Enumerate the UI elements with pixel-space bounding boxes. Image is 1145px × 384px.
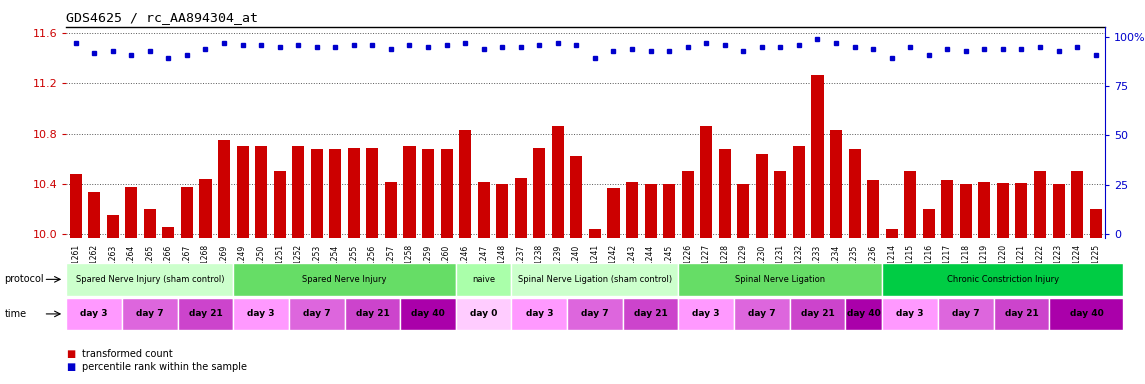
Bar	[812, 74, 823, 384]
Text: day 3: day 3	[693, 310, 720, 318]
Text: day 7: day 7	[136, 310, 164, 318]
Text: percentile rank within the sample: percentile rank within the sample	[82, 362, 247, 372]
Bar	[589, 229, 601, 384]
Bar	[181, 187, 194, 384]
Bar	[348, 147, 360, 384]
Bar	[645, 184, 656, 384]
Text: day 7: day 7	[748, 310, 775, 318]
Bar	[106, 215, 119, 384]
Bar	[1016, 183, 1027, 384]
Text: protocol: protocol	[5, 274, 45, 285]
Bar	[515, 178, 527, 384]
Text: day 7: day 7	[582, 310, 609, 318]
Bar	[163, 227, 174, 384]
Bar	[477, 182, 490, 384]
Bar	[1052, 184, 1065, 384]
Bar	[199, 179, 212, 384]
Bar	[423, 149, 434, 384]
Text: day 40: day 40	[847, 310, 881, 318]
Bar	[70, 174, 81, 384]
Bar	[366, 147, 379, 384]
Bar	[681, 171, 694, 384]
Bar	[792, 146, 805, 384]
Bar	[496, 184, 508, 384]
Bar	[218, 140, 230, 384]
Bar	[552, 126, 563, 384]
Text: day 40: day 40	[1069, 310, 1104, 318]
Text: day 3: day 3	[80, 310, 108, 318]
Text: day 21: day 21	[800, 310, 835, 318]
Bar	[848, 149, 861, 384]
Text: ■: ■	[66, 362, 76, 372]
Text: Spared Nerve Injury (sham control): Spared Nerve Injury (sham control)	[76, 275, 224, 284]
Bar	[978, 182, 990, 384]
Text: naive: naive	[472, 275, 496, 284]
Text: Spinal Nerve Ligation (sham control): Spinal Nerve Ligation (sham control)	[518, 275, 672, 284]
Bar	[534, 147, 545, 384]
Text: day 3: day 3	[526, 310, 553, 318]
Text: Spinal Nerve Ligation: Spinal Nerve Ligation	[735, 275, 826, 284]
Text: day 7: day 7	[303, 310, 331, 318]
Bar	[885, 229, 898, 384]
Bar	[905, 171, 916, 384]
Bar	[237, 146, 248, 384]
Bar	[1034, 171, 1047, 384]
Bar	[701, 126, 712, 384]
Bar	[663, 184, 676, 384]
Bar	[255, 146, 267, 384]
Text: GDS4625 / rc_AA894304_at: GDS4625 / rc_AA894304_at	[66, 12, 259, 25]
Bar	[756, 154, 768, 384]
Text: Spared Nerve Injury: Spared Nerve Injury	[302, 275, 387, 284]
Text: day 7: day 7	[951, 310, 980, 318]
Text: time: time	[5, 309, 26, 319]
Bar	[737, 184, 749, 384]
Bar	[923, 209, 934, 384]
Bar	[310, 149, 323, 384]
Bar	[459, 130, 471, 384]
Text: day 3: day 3	[247, 310, 275, 318]
Bar	[125, 187, 137, 384]
Bar	[441, 149, 452, 384]
Text: transformed count: transformed count	[82, 349, 173, 359]
Bar	[144, 209, 156, 384]
Bar	[997, 183, 1009, 384]
Bar	[608, 188, 619, 384]
Bar	[719, 149, 731, 384]
Text: day 21: day 21	[633, 310, 668, 318]
Bar	[774, 171, 787, 384]
Bar	[403, 146, 416, 384]
Text: day 40: day 40	[411, 310, 445, 318]
Text: day 21: day 21	[189, 310, 222, 318]
Bar	[330, 149, 341, 384]
Bar	[385, 182, 397, 384]
Text: ■: ■	[66, 349, 76, 359]
Bar	[626, 182, 638, 384]
Bar	[88, 192, 101, 384]
Bar	[274, 171, 286, 384]
Text: Chronic Constriction Injury: Chronic Constriction Injury	[947, 275, 1059, 284]
Bar	[960, 184, 972, 384]
Text: day 0: day 0	[469, 310, 497, 318]
Text: day 3: day 3	[897, 310, 924, 318]
Bar	[292, 146, 305, 384]
Bar	[1090, 209, 1101, 384]
Bar	[867, 180, 879, 384]
Text: day 21: day 21	[1004, 310, 1039, 318]
Bar	[570, 156, 583, 384]
Bar	[830, 130, 842, 384]
Bar	[1071, 171, 1083, 384]
Text: day 21: day 21	[356, 310, 389, 318]
Bar	[941, 180, 954, 384]
